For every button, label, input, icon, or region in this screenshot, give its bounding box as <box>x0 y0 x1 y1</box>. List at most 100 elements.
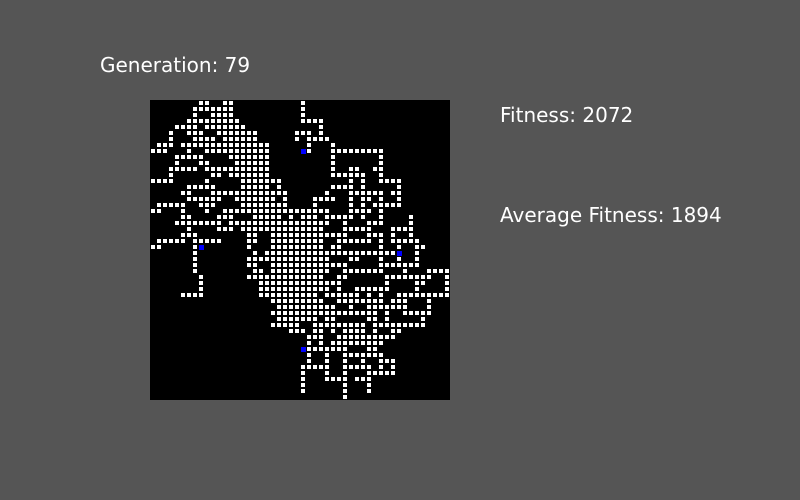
grid-cell <box>355 287 359 291</box>
grid-cell <box>241 191 245 195</box>
grid-cell <box>301 281 305 285</box>
grid-cell <box>397 257 401 261</box>
grid-cell <box>421 245 425 249</box>
grid-cell <box>379 209 383 213</box>
grid-cell <box>181 215 185 219</box>
grid-cell <box>157 239 161 243</box>
grid-cell <box>337 233 341 237</box>
grid-cell <box>241 149 245 153</box>
grid-cell <box>277 251 281 255</box>
grid-cell <box>343 173 347 177</box>
grid-cell <box>379 161 383 165</box>
grid-cell <box>301 245 305 249</box>
grid-cell <box>349 215 353 219</box>
grid-cell <box>319 323 323 327</box>
grid-cell <box>307 143 311 147</box>
grid-cell <box>379 359 383 363</box>
grid-cell <box>433 293 437 297</box>
grid-cell <box>337 335 341 339</box>
grid-cell <box>409 239 413 243</box>
grid-cell <box>313 203 317 207</box>
grid-cell <box>319 125 323 129</box>
grid-cell <box>259 185 263 189</box>
grid-cell <box>343 293 347 297</box>
grid-cell <box>283 263 287 267</box>
grid-cell <box>217 143 221 147</box>
grid-cell <box>193 293 197 297</box>
grid-cell <box>265 149 269 153</box>
grid-cell <box>187 197 191 201</box>
grid-cell <box>301 377 305 381</box>
grid-cell <box>283 281 287 285</box>
grid-cell <box>193 257 197 261</box>
grid-cell <box>337 215 341 219</box>
grid-cell <box>199 281 203 285</box>
grid-cell <box>349 269 353 273</box>
grid-cell <box>367 317 371 321</box>
grid-cell <box>295 323 299 327</box>
grid-cell <box>427 269 431 273</box>
grid-cell <box>253 227 257 231</box>
grid-cell <box>193 221 197 225</box>
grid-cell <box>343 251 347 255</box>
grid-cell <box>313 197 317 201</box>
grid-cell <box>259 203 263 207</box>
grid-cell <box>259 161 263 165</box>
grid-cell <box>205 167 209 171</box>
grid-cell <box>343 365 347 369</box>
grid-cell <box>367 377 371 381</box>
grid-cell <box>295 257 299 261</box>
grid-cell <box>361 209 365 213</box>
grid-cell <box>175 221 179 225</box>
grid-cell <box>301 101 305 105</box>
grid-cell <box>343 323 347 327</box>
grid-cell <box>319 197 323 201</box>
grid-cell <box>187 293 191 297</box>
grid-cell <box>187 155 191 159</box>
grid-cell <box>343 215 347 219</box>
grid-cell <box>385 371 389 375</box>
grid-cell <box>277 215 281 219</box>
grid-cell <box>337 323 341 327</box>
grid-cell <box>397 185 401 189</box>
grid-cell <box>403 323 407 327</box>
grid-cell <box>349 335 353 339</box>
grid-cell <box>349 365 353 369</box>
grid-cell <box>313 311 317 315</box>
grid-cell <box>283 251 287 255</box>
grid-cell <box>367 251 371 255</box>
grid-cell <box>241 137 245 141</box>
grid-cell <box>259 143 263 147</box>
grid-cell <box>277 311 281 315</box>
grid-cell <box>289 215 293 219</box>
grid-cell <box>301 383 305 387</box>
grid-cell <box>235 167 239 171</box>
grid-cell <box>337 173 341 177</box>
grid-cell <box>277 209 281 213</box>
grid-cell <box>247 161 251 165</box>
grid-cell <box>283 203 287 207</box>
grid-cell <box>253 149 257 153</box>
grid-cell <box>409 215 413 219</box>
grid-cell <box>367 227 371 231</box>
grid-cell <box>193 185 197 189</box>
grid-cell <box>241 143 245 147</box>
grid-cell <box>241 227 245 231</box>
grid-cell <box>361 215 365 219</box>
grid-cell <box>229 215 233 219</box>
grid-cell <box>169 173 173 177</box>
grid-cell <box>373 269 377 273</box>
grid-cell <box>283 323 287 327</box>
grid-cell <box>247 233 251 237</box>
grid-cell <box>193 119 197 123</box>
grid-cell <box>379 341 383 345</box>
grid-cell <box>331 293 335 297</box>
grid-cell <box>211 143 215 147</box>
grid-cell <box>379 149 383 153</box>
grid-cell <box>199 221 203 225</box>
grid-cell <box>373 233 377 237</box>
grid-cell <box>235 155 239 159</box>
grid-cell <box>247 263 251 267</box>
grid-cell <box>301 263 305 267</box>
grid-cell <box>163 179 167 183</box>
